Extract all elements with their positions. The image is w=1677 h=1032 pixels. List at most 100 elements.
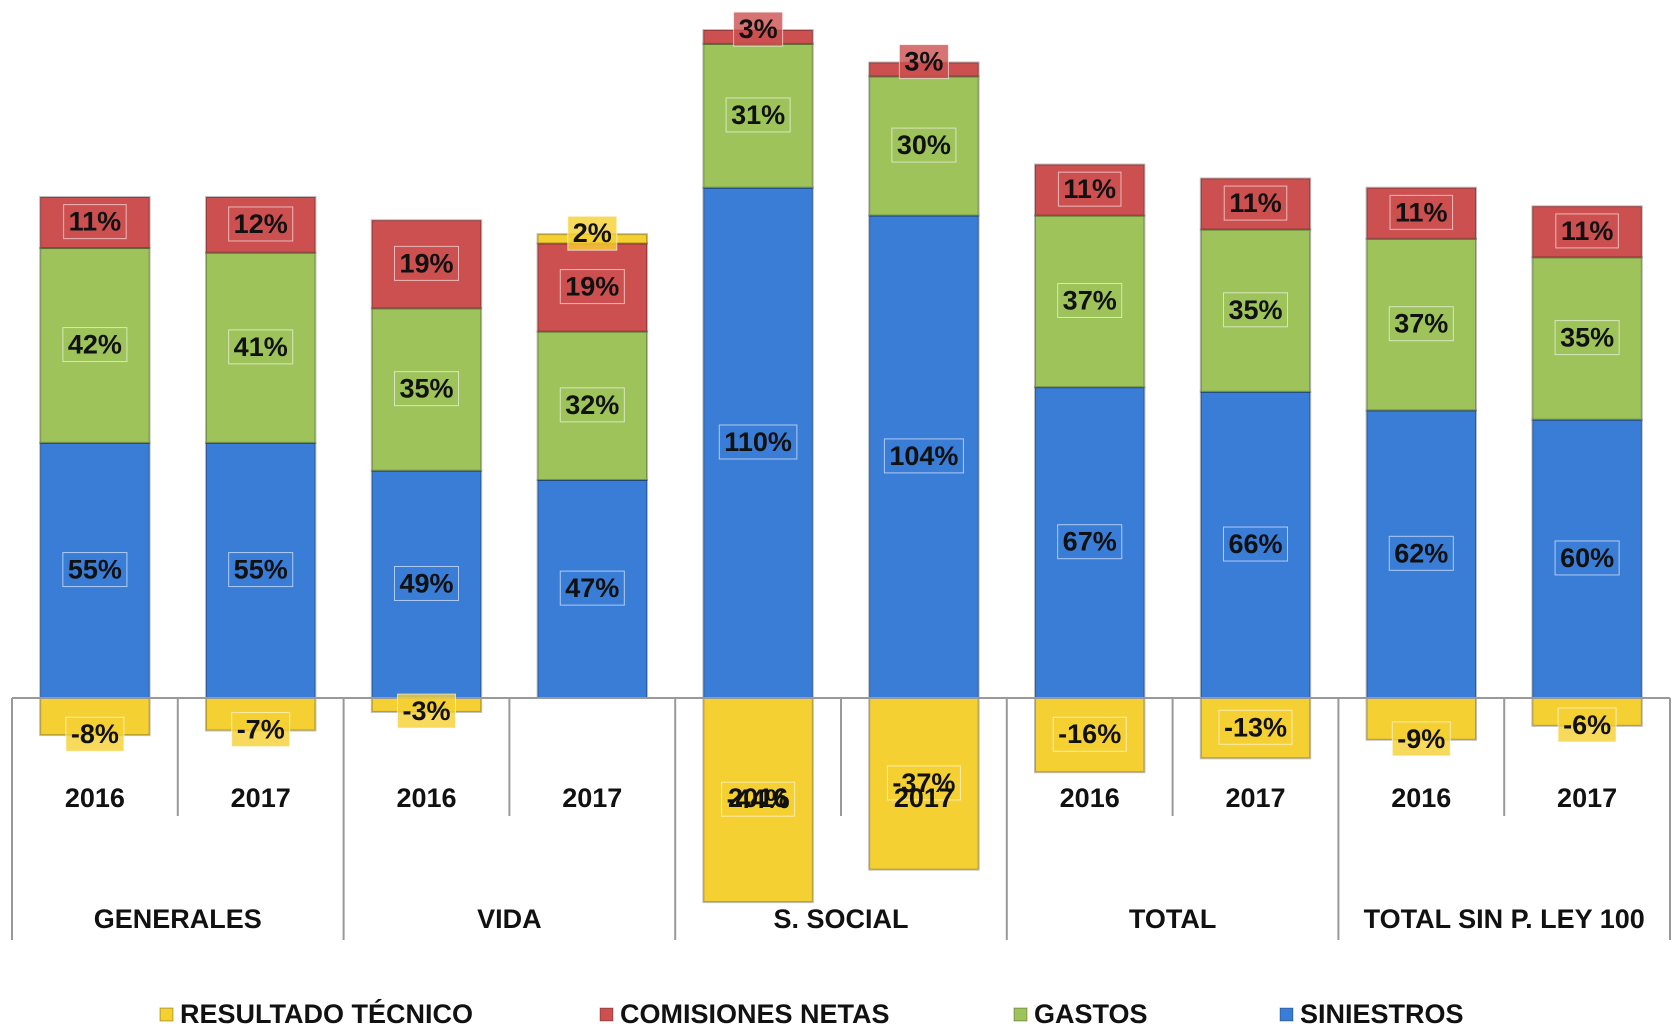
value-label-bg [883, 438, 964, 474]
value-label-bg [1052, 716, 1127, 752]
value-label: 11% [1229, 188, 1282, 218]
value-label: -9% [1397, 724, 1445, 754]
value-label: 62% [1394, 538, 1448, 568]
value-label: 11% [1561, 216, 1614, 246]
value-label-bg [891, 127, 957, 163]
value-label-bg [559, 387, 625, 423]
x-tick-label: 2016 [728, 783, 788, 813]
value-label-bg [718, 424, 798, 460]
value-label-bg [393, 371, 460, 407]
value-label: 37% [1063, 286, 1117, 316]
legend-label: RESULTADO TÉCNICO [180, 998, 473, 1029]
value-label: -44% [727, 784, 790, 814]
value-label-bg [886, 765, 961, 801]
value-label-bg [1218, 709, 1293, 745]
value-label: 35% [1228, 295, 1282, 325]
value-label: 66% [1228, 529, 1282, 559]
x-tick-label: 2016 [1060, 783, 1120, 813]
value-label-bg [559, 269, 625, 305]
value-label: -7% [237, 715, 285, 745]
value-label: 35% [1560, 323, 1614, 353]
x-tick-label: 2016 [396, 783, 456, 813]
value-label-bg [1554, 540, 1620, 576]
legend-label: GASTOS [1034, 999, 1148, 1029]
value-label: 47% [565, 573, 619, 603]
value-label: -3% [402, 696, 450, 726]
legend-swatch [1279, 1007, 1294, 1022]
value-label-bg [1057, 283, 1123, 318]
value-label-bg [1223, 185, 1288, 221]
group-label: TOTAL SIN P. LEY 100 [1364, 904, 1645, 934]
value-label-bg [1391, 721, 1451, 757]
value-label-bg [1222, 526, 1289, 562]
value-label: 60% [1560, 543, 1614, 573]
value-label: 42% [68, 330, 122, 360]
value-label: 11% [69, 207, 122, 237]
group-label: TOTAL [1129, 904, 1217, 934]
group-label: GENERALES [94, 904, 262, 934]
value-label-bg [228, 206, 294, 242]
value-label: 19% [399, 248, 453, 278]
legend-label: SINIESTROS [1300, 999, 1464, 1029]
value-label: 31% [731, 100, 785, 130]
value-label-bg [733, 11, 784, 47]
value-label-bg [1388, 535, 1454, 571]
value-label: -37% [892, 768, 955, 798]
value-label: -6% [1563, 710, 1611, 740]
legend-swatch [599, 1007, 614, 1022]
value-label-bg [1388, 306, 1454, 342]
value-label: 37% [1394, 309, 1448, 339]
value-label: 19% [565, 272, 619, 302]
value-label: -13% [1224, 712, 1287, 742]
value-label: 110% [724, 427, 792, 457]
value-label-bg [393, 245, 460, 281]
x-tick-label: 2016 [1391, 783, 1451, 813]
value-label-bg [396, 693, 457, 729]
value-label-bg [1222, 292, 1289, 328]
x-tick-label: 2017 [1225, 783, 1285, 813]
group-label: S. SOCIAL [773, 904, 908, 934]
x-tick-label: 2017 [231, 783, 291, 813]
x-tick-label: 2017 [1557, 783, 1617, 813]
group-label: VIDA [477, 904, 542, 934]
value-label-bg [721, 781, 796, 817]
value-label-bg [63, 204, 127, 240]
legend-swatch [1013, 1007, 1028, 1022]
value-label: 41% [234, 332, 288, 362]
value-label-bg [1554, 320, 1620, 356]
value-label: 55% [68, 555, 122, 585]
value-label-bg [1555, 213, 1619, 249]
legend-label: COMISIONES NETAS [620, 999, 890, 1029]
value-label-bg [898, 44, 949, 80]
value-label: 3% [739, 14, 778, 44]
value-label-bg [725, 97, 791, 133]
value-label-bg [1057, 171, 1122, 207]
legend-swatch [159, 1007, 174, 1022]
value-label-bg [393, 565, 460, 601]
value-label-bg [228, 329, 294, 365]
value-label-bg [1557, 707, 1617, 743]
value-label: 67% [1063, 527, 1117, 557]
value-label: 104% [889, 441, 958, 471]
value-label-bg [1389, 194, 1454, 230]
value-label-bg [231, 712, 291, 748]
value-label: 12% [234, 209, 288, 239]
x-tick-label: 2017 [894, 783, 954, 813]
value-label-bg [65, 716, 125, 752]
value-label-bg [567, 215, 618, 251]
value-label: 3% [904, 47, 943, 77]
value-label: 11% [1395, 197, 1448, 227]
value-label: 49% [399, 568, 453, 598]
value-label: 2% [573, 218, 612, 248]
value-label-bg [62, 552, 128, 588]
x-tick-label: 2016 [65, 783, 125, 813]
value-label: 32% [565, 390, 619, 420]
value-label: -16% [1058, 719, 1121, 749]
value-label-bg [559, 570, 625, 606]
value-label: 30% [897, 130, 951, 160]
bar-segment [1199, 228, 1312, 393]
value-label: 55% [234, 555, 288, 585]
value-label: 11% [1063, 174, 1116, 204]
